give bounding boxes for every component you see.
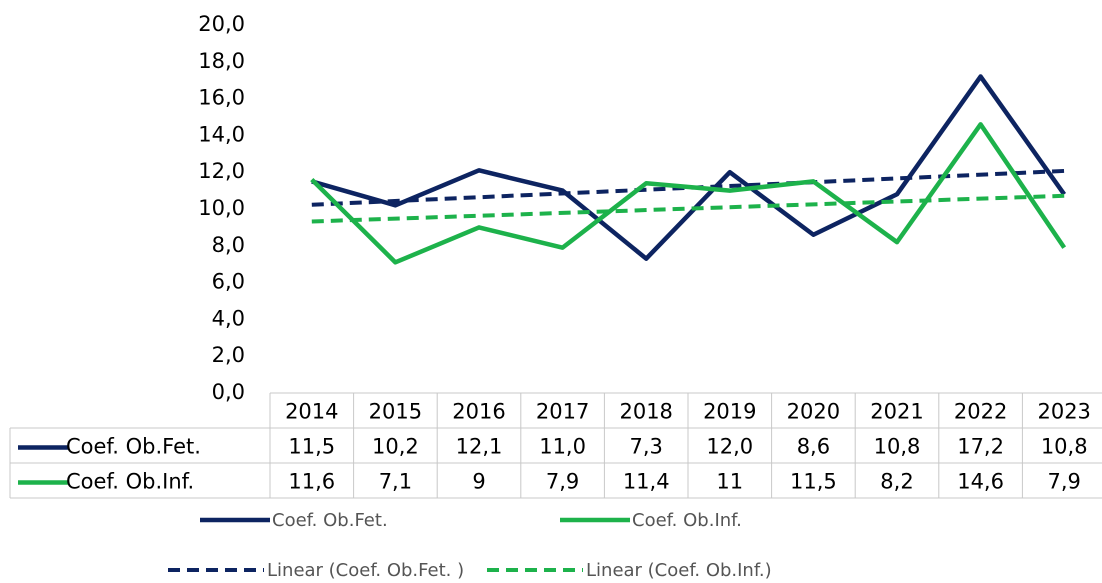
data-label: 11,5 [790,470,837,494]
x-tick-label: 2014 [285,400,338,424]
x-tick-label: 2020 [787,400,840,424]
data-label: 7,9 [546,470,579,494]
data-label: 10,8 [874,435,921,459]
x-tick-label: 2015 [369,400,422,424]
x-tick-label: 2018 [619,400,672,424]
legend-label: Linear (Coef. Ob.Inf.) [586,560,772,581]
data-label: 10,2 [372,435,419,459]
data-label: 14,6 [957,470,1004,494]
y-tick-label: 14,0 [198,122,245,146]
data-label: 9 [472,470,485,494]
series-line [310,122,1067,265]
x-tick-label: 2023 [1037,400,1090,424]
data-label: 12,0 [706,435,753,459]
y-tick-label: 0,0 [212,380,245,404]
x-tick-label: 2022 [954,400,1007,424]
y-tick-label: 12,0 [198,159,245,183]
trendline [311,193,1065,224]
y-tick-label: 20,0 [198,12,245,36]
y-tick-label: 6,0 [212,270,245,294]
data-label: 11,6 [288,470,335,494]
data-label: 7,3 [629,435,662,459]
x-tick-label: 2017 [536,400,589,424]
y-tick-label: 4,0 [212,306,245,330]
legend-label: Linear (Coef. Ob.Fet. ) [267,560,464,581]
series-line [311,74,1067,261]
data-label: 7,1 [379,470,412,494]
legend-label: Coef. Ob.Fet. [272,510,388,531]
y-tick-label: 10,0 [198,196,245,220]
data-label: 8,6 [797,435,830,459]
row-label: Coef. Ob.Fet. [66,435,201,459]
data-label: 11 [716,470,743,494]
x-tick-label: 2021 [870,400,923,424]
y-tick-label: 8,0 [212,233,245,257]
data-label: 8,2 [880,470,913,494]
data-label: 7,9 [1047,470,1080,494]
y-tick-label: 18,0 [198,49,245,73]
data-label: 17,2 [957,435,1004,459]
y-tick-label: 2,0 [212,343,245,367]
x-tick-label: 2019 [703,400,756,424]
data-label: 10,8 [1041,435,1088,459]
data-label: 11,5 [288,435,335,459]
row-label: Coef. Ob.Inf. [66,470,194,494]
y-tick-label: 16,0 [198,86,245,110]
data-label: 11,4 [623,470,670,494]
data-label: 11,0 [539,435,586,459]
data-label: 12,1 [456,435,503,459]
x-tick-label: 2016 [452,400,505,424]
trendline [311,168,1065,207]
legend-label: Coef. Ob.Inf. [632,510,742,531]
